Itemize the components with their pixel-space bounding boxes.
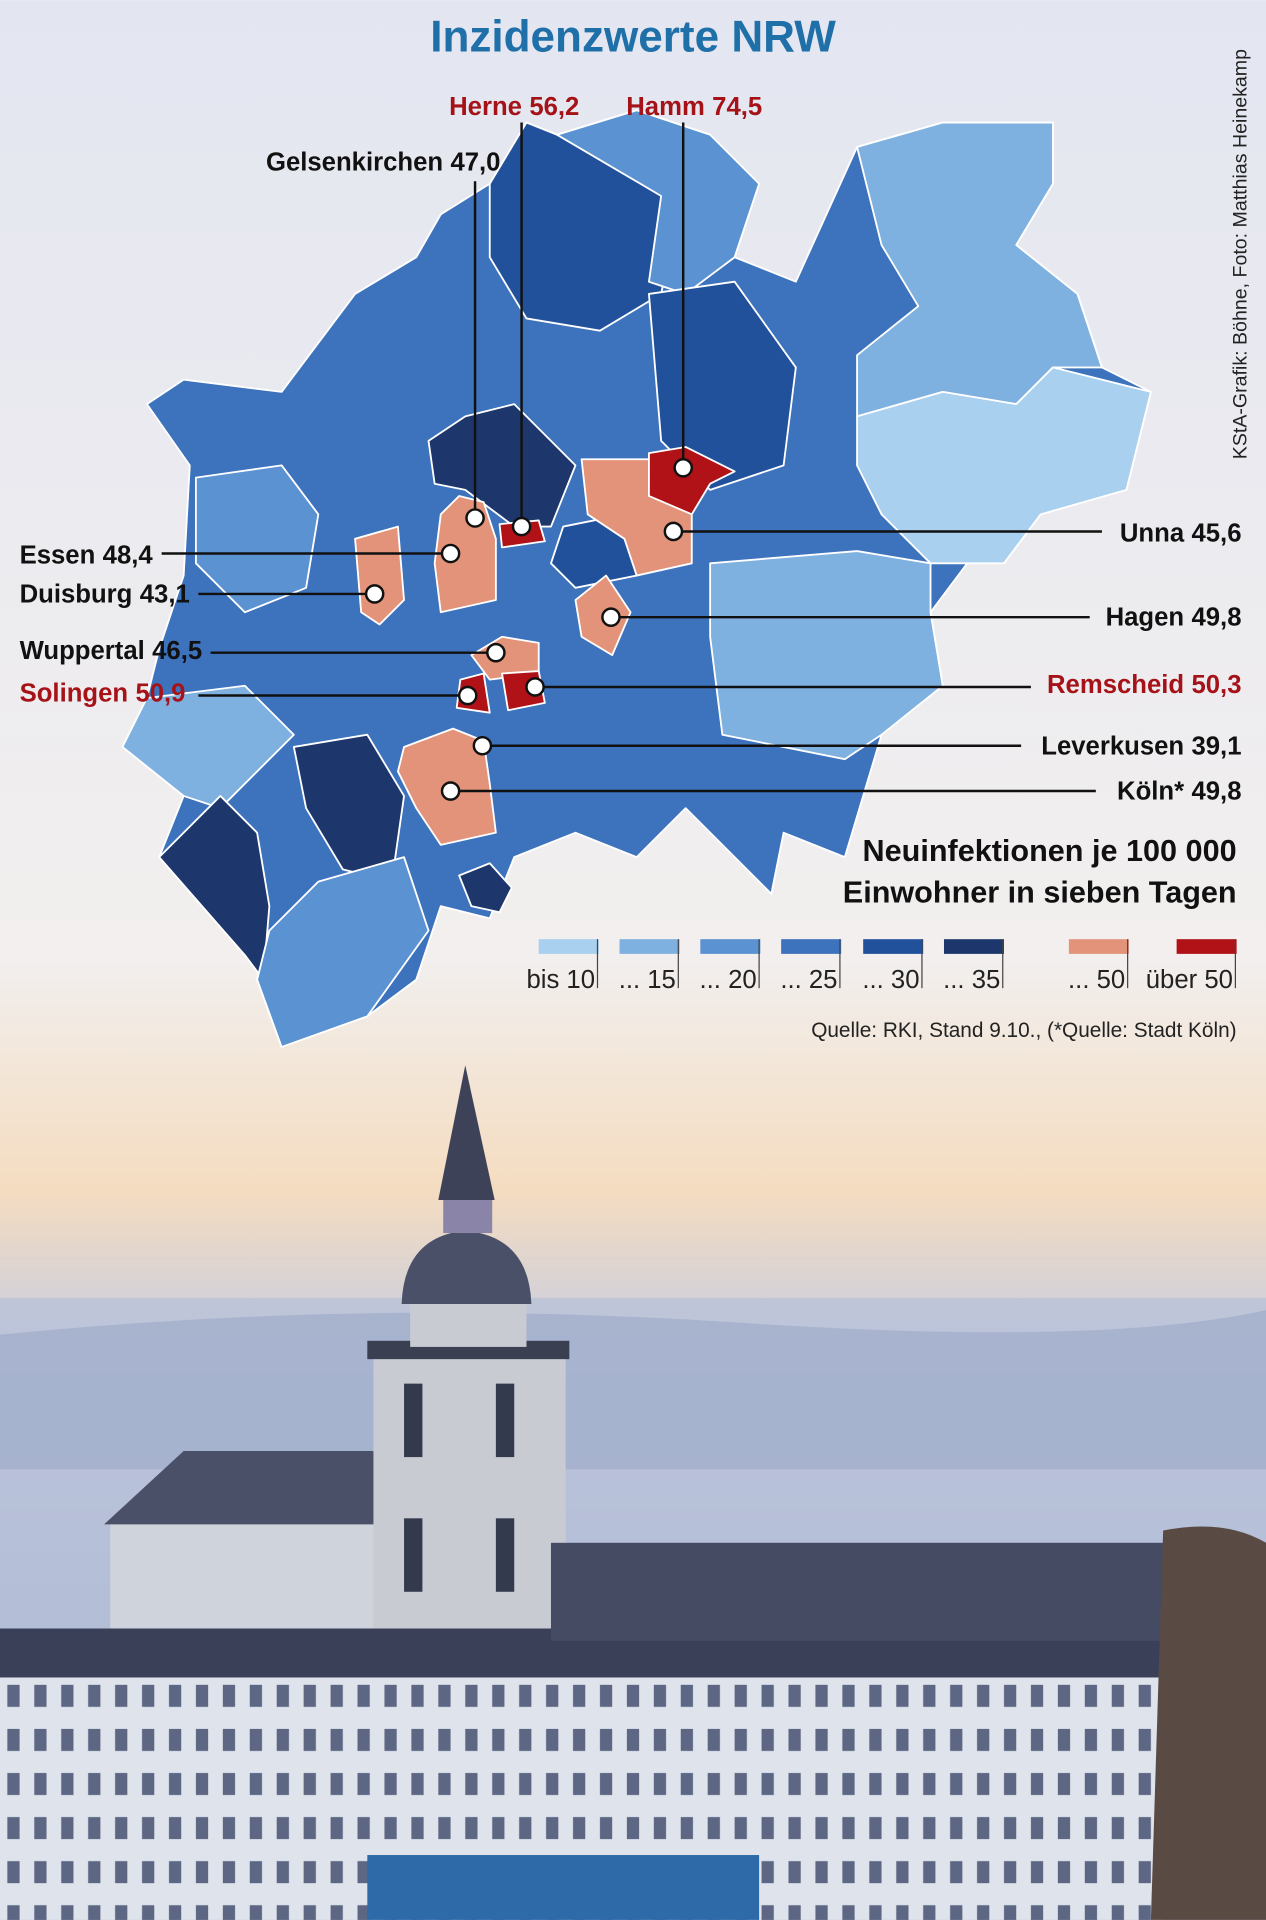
- region: [647, 280, 797, 491]
- callout-label: Köln* 49,8: [1117, 778, 1241, 806]
- region: [856, 366, 1152, 565]
- marker-dot: [364, 584, 385, 604]
- marker-dot: [486, 642, 506, 663]
- legend-swatch: [1068, 939, 1129, 954]
- legend-label: ... 30: [862, 966, 919, 994]
- marker-dot: [457, 685, 478, 706]
- callout-label: Hamm 74,5: [626, 93, 762, 121]
- region: [194, 464, 320, 614]
- callout-label: Remscheid 50,3: [1047, 671, 1242, 699]
- legend-swatch: [619, 939, 680, 954]
- map: [121, 109, 1152, 1048]
- incidence-value: 39,1: [1191, 732, 1241, 760]
- marker-dot: [511, 516, 532, 537]
- incidence-value: 74,5: [712, 93, 762, 121]
- city-name: Remscheid: [1047, 671, 1184, 699]
- incidence-value: 49,8: [1191, 778, 1241, 806]
- legend-swatch: [943, 939, 1004, 954]
- legend-swatch: [863, 939, 924, 954]
- legend-swatch: [538, 939, 599, 954]
- city-name: Gelsenkirchen: [266, 148, 443, 176]
- incidence-value: 46,5: [152, 637, 202, 665]
- legend-title: Einwohner in sieben Tagen: [843, 875, 1237, 909]
- callout-label: Unna 45,6: [1120, 519, 1242, 547]
- legend-swatch: [781, 939, 842, 954]
- callout-label: Herne 56,2: [449, 93, 579, 121]
- marker-dot: [440, 781, 461, 801]
- legend-label: ... 35: [943, 966, 1000, 994]
- marker-dot: [440, 543, 461, 564]
- city-name: Köln*: [1117, 778, 1184, 806]
- legend-label: ... 25: [780, 966, 837, 994]
- marker-dot: [472, 735, 493, 756]
- incidence-value: 48,4: [103, 541, 154, 569]
- incidence-value: 50,9: [135, 680, 185, 708]
- city-name: Leverkusen: [1041, 732, 1184, 760]
- marker-dot: [525, 677, 545, 697]
- incidence-value: 45,6: [1191, 519, 1241, 547]
- photo: [0, 1065, 1266, 1920]
- marker-dot: [601, 607, 621, 627]
- legend-swatch: [1176, 939, 1237, 954]
- callout-label: Wuppertal 46,5: [20, 637, 203, 665]
- region: [256, 856, 430, 1048]
- city-name: Solingen: [20, 680, 129, 708]
- legend-label: ... 20: [700, 966, 757, 994]
- incidence-value: 49,8: [1191, 604, 1241, 632]
- region: [121, 684, 295, 810]
- legend-label: bis 10: [526, 966, 595, 994]
- incidence-value: 50,3: [1191, 671, 1241, 699]
- credit: KStA-Grafik: Böhne, Foto: Matthias Heine…: [1229, 49, 1251, 459]
- city-name: Hamm: [626, 93, 705, 121]
- callout-label: Solingen 50,9: [20, 680, 186, 708]
- region: [458, 862, 513, 914]
- city-name: Unna: [1120, 519, 1185, 547]
- marker-dot: [465, 508, 485, 528]
- city-name: Herne: [449, 93, 522, 121]
- region: [427, 403, 577, 528]
- marker-dot: [673, 458, 693, 478]
- callout-label: Essen 48,4: [20, 541, 154, 569]
- city-name: Essen: [20, 541, 96, 569]
- city-name: Wuppertal: [20, 637, 145, 665]
- callout-label: Leverkusen 39,1: [1041, 732, 1241, 760]
- marker-dot: [663, 521, 684, 542]
- region: [158, 795, 271, 981]
- legend-swatch: [700, 939, 761, 954]
- incidence-value: 56,2: [529, 93, 579, 121]
- city-name: Duisburg: [20, 580, 133, 608]
- incidence-value: 47,0: [450, 148, 500, 176]
- region: [647, 446, 736, 516]
- region: [556, 109, 761, 295]
- legend-title: Neuinfektionen je 100 000: [863, 834, 1237, 868]
- source: Quelle: RKI, Stand 9.10., (*Quelle: Stad…: [811, 1019, 1236, 1042]
- legend-label: ... 15: [619, 966, 676, 994]
- legend: bis 10 ... 15 ... 20 ... 25 ... 30 ... 35 ... …: [526, 939, 1237, 994]
- city-name: Hagen: [1106, 604, 1185, 632]
- callout-label: Duisburg 43,1: [20, 580, 190, 608]
- legend-label: ... 50: [1068, 966, 1125, 994]
- incidence-value: 43,1: [140, 580, 190, 608]
- callout-label: Gelsenkirchen 47,0: [266, 148, 501, 176]
- callout-label: Hagen 49,8: [1106, 604, 1242, 632]
- title: Inzidenzwerte NRW: [430, 13, 836, 62]
- legend-label: über 50: [1146, 966, 1233, 994]
